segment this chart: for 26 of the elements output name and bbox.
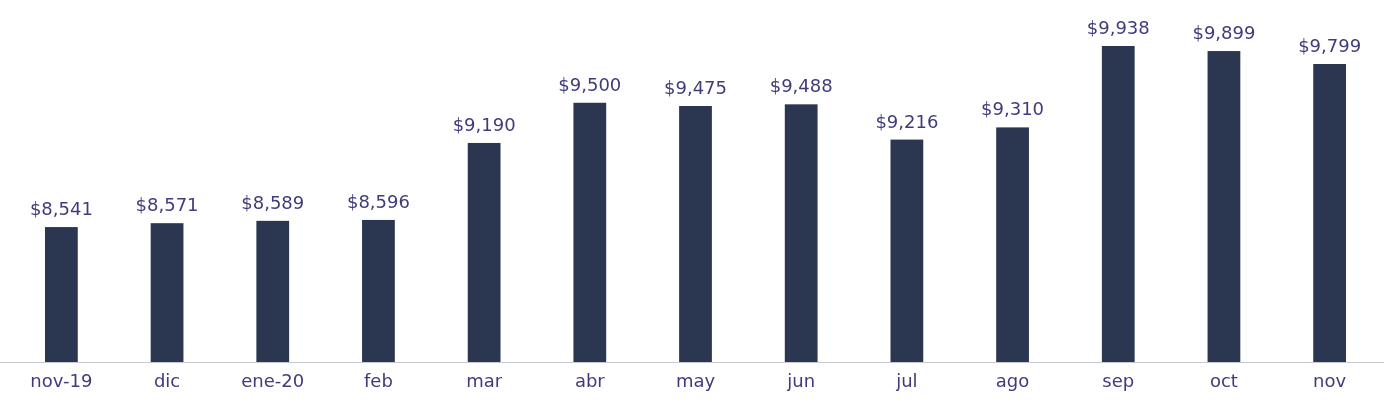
x-tick-label: abr <box>574 369 606 391</box>
data-label: $9,488 <box>769 75 833 97</box>
x-tick-label: jun <box>786 369 816 391</box>
data-label: $8,596 <box>346 190 410 212</box>
data-label: $8,571 <box>135 194 199 216</box>
x-tick-label: dic <box>153 369 181 391</box>
data-label: $8,541 <box>29 198 93 220</box>
data-label: $9,310 <box>981 98 1045 120</box>
data-label: $8,589 <box>241 191 305 213</box>
data-label: $9,899 <box>1192 22 1256 44</box>
x-tick-label: ago <box>995 369 1030 391</box>
x-tick-label: nov-19 <box>30 369 93 391</box>
data-label: $9,190 <box>452 113 516 135</box>
data-label: $9,216 <box>875 110 939 132</box>
x-tick-label: feb <box>364 369 393 391</box>
x-tick-label: may <box>675 369 716 391</box>
x-tick-label: jul <box>895 369 918 391</box>
x-tick-label: ene-20 <box>241 369 305 391</box>
x-tick-label: mar <box>466 369 503 391</box>
data-label: $9,475 <box>664 77 727 99</box>
x-tick-label: sep <box>1102 369 1135 391</box>
data-label: $9,799 <box>1298 35 1362 57</box>
data-label: $9,500 <box>558 73 622 95</box>
data-label: $9,938 <box>1086 17 1150 38</box>
x-tick-label: oct <box>1209 369 1238 391</box>
x-tick-label: nov <box>1313 369 1347 391</box>
